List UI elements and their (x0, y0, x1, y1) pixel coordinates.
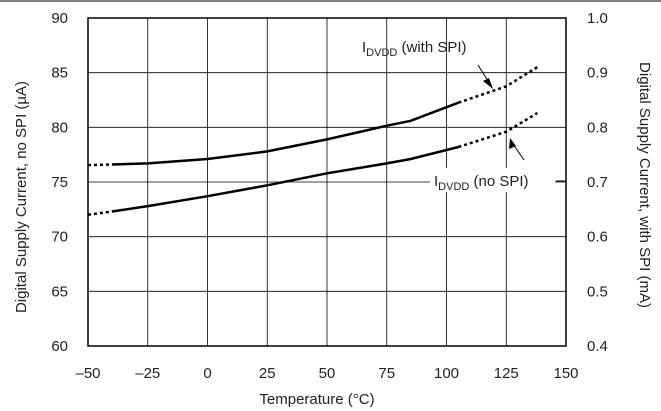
x-tick-label: 100 (434, 365, 459, 382)
x-tick-label: –25 (135, 365, 160, 382)
y-tick-label: 65 (51, 283, 68, 300)
y-tick-label: 85 (51, 65, 68, 82)
x-tick-labels: –50 –25 0 25 50 75 100 125 150 (75, 365, 578, 382)
series-1-extrapolated-high (457, 66, 538, 104)
y2-tick-label: 0.5 (587, 283, 608, 300)
y2-tick-label: 0.7 (587, 174, 608, 191)
annotation-no-spi-leader (512, 143, 525, 161)
x-axis-title: Temperature (°C) (259, 391, 374, 408)
y-tick-label: 60 (51, 338, 68, 355)
x-tick-label: 0 (203, 365, 211, 382)
y-tick-labels: 60 65 70 75 80 85 90 (51, 10, 68, 355)
y2-axis-title: Digital Supply Current, with SPI (mA) (636, 62, 653, 308)
y2-tick-labels: 0.4 0.5 0.6 0.7 0.8 0.9 1.0 (587, 10, 608, 355)
y-tick-label: 70 (51, 229, 68, 246)
x-tick-label: 25 (259, 365, 276, 382)
x-tick-label: 75 (378, 365, 395, 382)
y-axis-title: Digital Supply Current, no SPI (µA) (13, 81, 30, 313)
x-tick-label: –50 (75, 365, 100, 382)
annotation-no-spi-bg (430, 168, 555, 192)
y2-tick-label: 0.8 (587, 119, 608, 136)
x-tick-label: 150 (553, 365, 578, 382)
y2-tick-label: 0.9 (587, 65, 608, 82)
annotation-with-spi-arrowhead (483, 78, 493, 89)
y2-tick-label: 0.6 (587, 229, 608, 246)
series-lines (87, 66, 538, 217)
series-2-measured-line (111, 145, 459, 213)
annotation-with-spi: IDVDD (with SPI) (362, 39, 467, 59)
grid (88, 18, 566, 346)
y-tick-label: 90 (51, 10, 68, 27)
plot-frame (87, 17, 567, 347)
y2-tick-label: 0.4 (587, 338, 608, 355)
annotation-no-spi-arrowhead (509, 138, 516, 149)
x-tick-label: 125 (494, 365, 519, 382)
series-2-extrapolated-low (87, 210, 113, 217)
annotation-no-spi: IDVDD (no SPI) (434, 173, 529, 193)
y2-tick-label: 1.0 (587, 10, 608, 27)
series-1-extrapolated-low (87, 163, 112, 167)
series-1-measured-line (111, 101, 459, 166)
series-2-extrapolated-high (458, 112, 538, 149)
y-tick-label: 75 (51, 174, 68, 191)
y-tick-label: 80 (51, 119, 68, 136)
x-tick-label: 50 (319, 365, 336, 382)
